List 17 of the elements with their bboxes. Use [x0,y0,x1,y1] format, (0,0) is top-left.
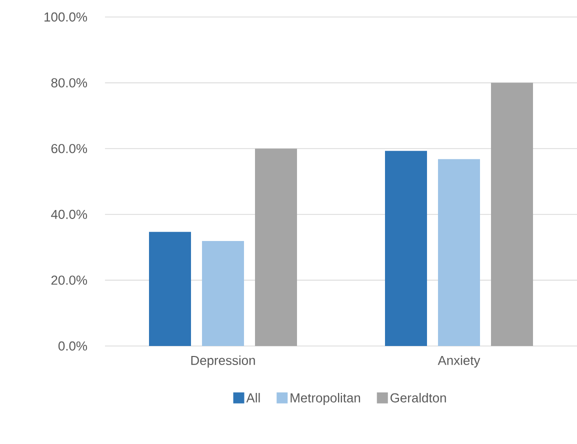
y-tick-label: 20.0% [51,276,88,285]
y-tick-label: 0.0% [58,341,88,351]
y-tick-label: 60.0% [51,144,88,154]
legend-label: All [246,392,260,402]
x-tick-label: Anxiety [438,356,480,368]
y-tick-label: 80.0% [51,78,88,88]
bar [149,232,191,346]
x-tick-label: Depression [191,356,255,368]
bar [438,159,480,346]
bar [385,150,428,346]
y-tick-label: 40.0% [51,210,88,219]
bar [255,148,297,346]
y-tick-label: 100.0% [44,12,88,22]
legend-label: Metropolitan [290,392,360,406]
bar [202,241,244,346]
legend-label: Geraldton [390,392,446,402]
bar [491,82,534,346]
